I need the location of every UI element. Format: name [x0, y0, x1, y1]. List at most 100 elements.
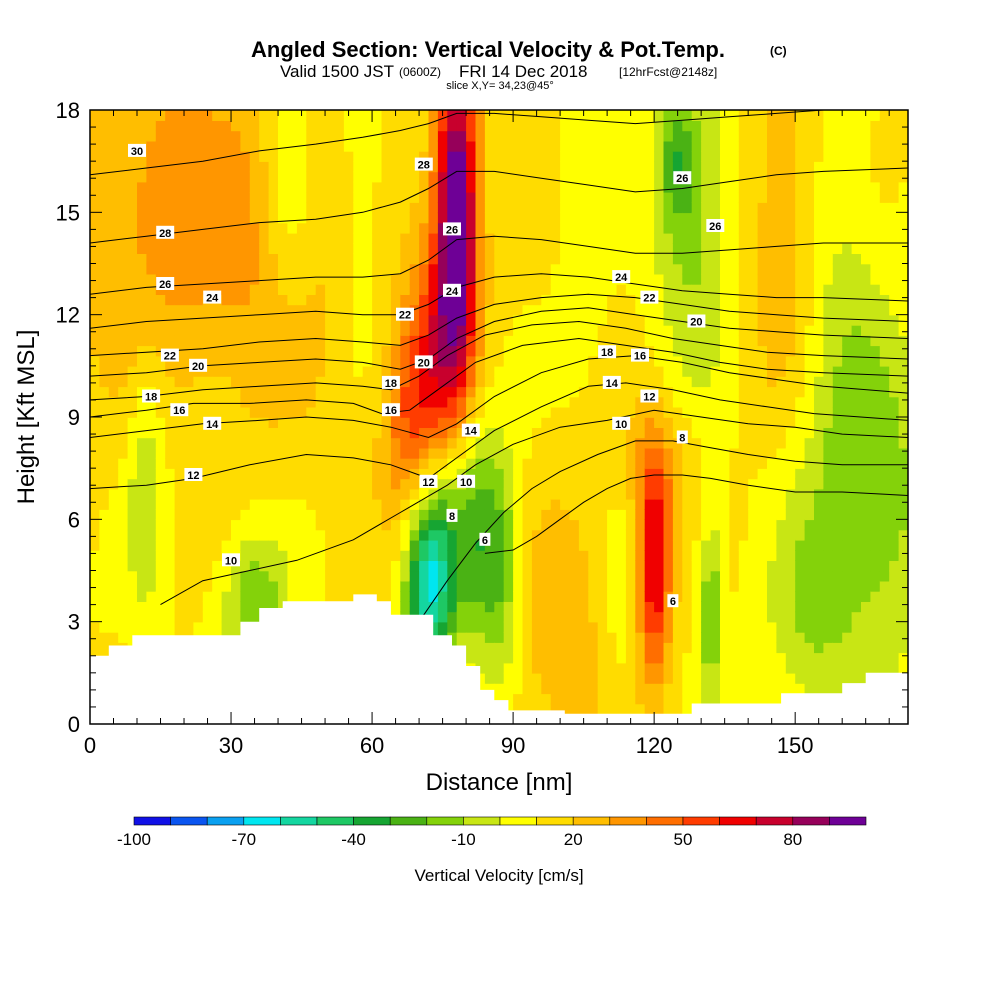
- velocity-cell: [466, 631, 477, 643]
- velocity-cell: [541, 703, 552, 715]
- velocity-cell: [776, 202, 787, 214]
- velocity-cell: [484, 498, 496, 510]
- velocity-cell: [174, 253, 185, 265]
- velocity-cell: [654, 478, 665, 490]
- velocity-cell: [804, 120, 815, 132]
- velocity-cell: [315, 396, 326, 408]
- velocity-cell: [522, 631, 533, 643]
- velocity-cell: [767, 304, 778, 316]
- velocity-cell: [231, 539, 242, 551]
- velocity-cell: [785, 222, 796, 234]
- velocity-cell: [635, 631, 646, 643]
- velocity-cell: [738, 601, 749, 613]
- velocity-cell: [484, 324, 496, 336]
- velocity-cell: [419, 437, 430, 449]
- velocity-cell: [748, 212, 759, 224]
- velocity-cell: [99, 376, 110, 388]
- velocity-cell: [701, 478, 712, 490]
- velocity-cell: [202, 355, 213, 367]
- velocity-cell: [437, 611, 449, 623]
- velocity-cell: [437, 253, 449, 265]
- velocity-cell: [212, 457, 223, 469]
- velocity-cell: [851, 652, 862, 664]
- velocity-cell: [795, 222, 806, 234]
- velocity-cell: [287, 447, 298, 459]
- velocity-cell: [720, 294, 731, 306]
- velocity-cell: [842, 335, 853, 347]
- velocity-cell: [541, 652, 552, 664]
- velocity-cell: [419, 304, 430, 316]
- velocity-cell: [259, 355, 270, 367]
- velocity-cell: [625, 642, 637, 654]
- velocity-cell: [672, 703, 684, 715]
- velocity-cell: [475, 580, 486, 592]
- velocity-cell: [541, 417, 552, 428]
- velocity-cell: [625, 376, 637, 388]
- velocity-cell: [767, 652, 778, 664]
- velocity-cell: [682, 488, 693, 500]
- velocity-cell: [503, 304, 514, 316]
- velocity-cell: [832, 171, 843, 183]
- velocity-cell: [165, 202, 176, 214]
- velocity-cell: [503, 468, 514, 480]
- velocity-cell: [616, 519, 627, 531]
- velocity-cell: [221, 447, 232, 459]
- velocity-cell: [729, 406, 740, 418]
- velocity-cell: [296, 488, 308, 500]
- velocity-cell: [748, 304, 759, 316]
- velocity-cell: [588, 560, 599, 572]
- velocity-cell: [513, 417, 524, 428]
- velocity-cell: [531, 529, 543, 541]
- velocity-cell: [202, 324, 213, 336]
- velocity-cell: [569, 591, 580, 602]
- velocity-cell: [315, 171, 326, 183]
- velocity-cell: [578, 683, 590, 695]
- velocity-cell: [372, 171, 383, 183]
- velocity-cell: [654, 468, 665, 480]
- velocity-cell: [400, 376, 411, 388]
- velocity-cell: [249, 601, 260, 613]
- velocity-cell: [362, 345, 373, 357]
- velocity-cell: [823, 611, 834, 623]
- velocity-cell: [390, 191, 402, 203]
- velocity-cell: [165, 621, 176, 633]
- velocity-cell: [625, 324, 637, 336]
- velocity-cell: [99, 232, 110, 244]
- velocity-cell: [710, 642, 721, 654]
- velocity-cell: [484, 161, 496, 173]
- velocity-cell: [851, 550, 862, 561]
- velocity-cell: [334, 232, 345, 244]
- velocity-cell: [767, 294, 778, 306]
- velocity-cell: [118, 468, 129, 480]
- velocity-cell: [729, 110, 740, 121]
- velocity-cell: [315, 478, 326, 490]
- velocity-cell: [720, 468, 731, 480]
- velocity-cell: [776, 642, 787, 654]
- velocity-cell: [231, 519, 242, 531]
- velocity-cell: [710, 150, 721, 162]
- velocity-cell: [155, 509, 166, 521]
- velocity-cell: [682, 181, 693, 193]
- velocity-cell: [456, 498, 467, 510]
- velocity-cell: [456, 611, 467, 623]
- velocity-cell: [550, 672, 561, 684]
- velocity-cell: [560, 171, 571, 183]
- velocity-cell: [390, 539, 402, 551]
- velocity-cell: [616, 447, 627, 459]
- velocity-cell: [456, 140, 467, 152]
- velocity-cell: [484, 457, 496, 469]
- velocity-cell: [767, 560, 778, 572]
- velocity-cell: [174, 529, 185, 541]
- velocity-cell: [155, 539, 166, 551]
- velocity-cell: [127, 365, 138, 377]
- velocity-cell: [296, 314, 308, 326]
- velocity-cell: [268, 498, 279, 510]
- velocity-cell: [682, 161, 693, 173]
- velocity-cell: [249, 539, 260, 551]
- velocity-cell: [325, 212, 336, 224]
- velocity-cell: [484, 447, 496, 459]
- velocity-cell: [560, 488, 571, 500]
- velocity-cell: [720, 324, 731, 336]
- velocity-cell: [729, 488, 740, 500]
- velocity-cell: [861, 263, 872, 275]
